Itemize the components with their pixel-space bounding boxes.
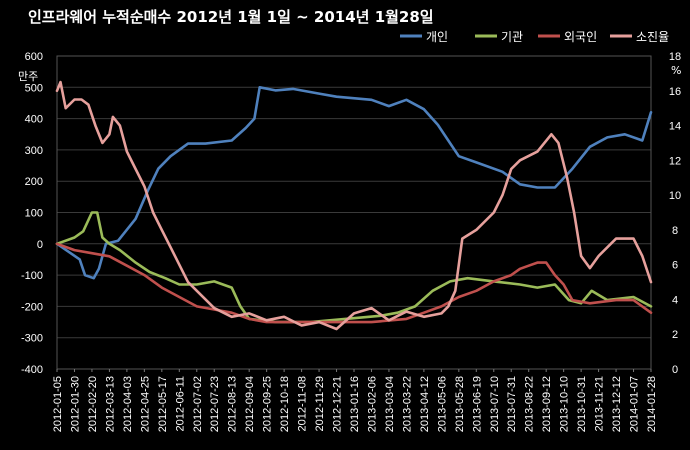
right-axis-unit: % — [671, 64, 681, 77]
x-tick-label: 2013-04-12 — [419, 376, 431, 432]
x-tick-label: 2013-07-31 — [506, 376, 518, 432]
x-tick-label: 2012-06-11 — [174, 376, 186, 431]
x-tick-label: 2012-04-03 — [122, 376, 134, 432]
x-tick-label: 2012-03-13 — [104, 376, 116, 432]
x-tick-label: 2014-01-07 — [629, 376, 641, 432]
left-tick-label: -300 — [21, 333, 43, 345]
x-tick-label: 2012-08-13 — [227, 376, 239, 432]
x-tick-label: 2013-03-04 — [384, 376, 396, 432]
x-tick-label: 2013-01-16 — [349, 376, 361, 432]
chart-title: 인프라웨어 누적순매수 2012년 1월 1일 ~ 2014년 1월28일 — [28, 8, 434, 26]
x-axis: 2012-01-05 2012-01-30 2012-02-20 2012-03-13… — [52, 369, 658, 432]
legend-label: 소진율 — [636, 30, 669, 44]
left-tick-label: 300 — [25, 145, 43, 157]
x-tick-label: 2013-10-10 — [559, 376, 571, 432]
right-tick-label: 2 — [672, 329, 678, 341]
legend-label: 기관 — [501, 30, 523, 44]
left-tick-label: -400 — [21, 364, 43, 376]
x-tick-label: 2013-06-19 — [471, 376, 483, 432]
left-tick-label: -200 — [21, 301, 43, 313]
x-tick-label: 2012-01-05 — [52, 376, 64, 432]
right-axis: 0 2 4 6 8 10 12 14 16 18 — [669, 51, 681, 376]
series-layer — [55, 80, 653, 331]
right-tick-label: 8 — [672, 225, 678, 237]
x-tick-label: 2013-02-06 — [366, 376, 378, 432]
x-tick-label: 2014-01-28 — [646, 376, 658, 432]
x-tick-label: 2012-02-20 — [87, 376, 99, 432]
x-tick-label: 2013-05-06 — [436, 376, 448, 432]
left-axis-unit: 만주 — [18, 70, 38, 83]
right-tick-label: 4 — [672, 294, 678, 306]
x-tick-label: 2012-04-25 — [139, 376, 151, 432]
x-tick-label: 2012-09-25 — [262, 376, 274, 432]
x-tick-label: 2012-01-30 — [69, 376, 81, 432]
x-tick-label: 2012-09-04 — [244, 376, 256, 432]
series-line-외국인 — [55, 242, 653, 324]
series-line-개인 — [55, 86, 653, 280]
legend: 개인 기관 외국인 소진율 — [400, 30, 669, 44]
series-line-소진율 — [55, 80, 653, 331]
x-tick-label: 2013-11-21 — [594, 376, 606, 431]
x-tick-label: 2013-05-28 — [454, 376, 466, 432]
x-tick-label: 2012-07-23 — [209, 376, 221, 432]
right-tick-label: 14 — [669, 121, 681, 133]
x-tick-label: 2013-09-12 — [541, 376, 553, 432]
left-tick-label: 0 — [37, 239, 43, 251]
x-tick-label: 2012-11-08 — [297, 376, 309, 431]
x-tick-label: 2013-12-12 — [611, 376, 623, 432]
left-tick-label: 500 — [25, 82, 43, 94]
left-tick-label: 200 — [25, 176, 43, 188]
left-tick-label: -100 — [21, 270, 43, 282]
left-tick-label: 400 — [25, 114, 43, 126]
right-tick-label: 18 — [669, 51, 681, 63]
x-tick-label: 2012-10-18 — [279, 376, 291, 432]
right-tick-label: 16 — [669, 86, 681, 98]
legend-label: 외국인 — [564, 30, 597, 44]
left-tick-label: 100 — [25, 208, 43, 220]
x-tick-label: 2012-11-29 — [314, 376, 326, 431]
gridlines — [56, 55, 652, 370]
x-tick-label: 2013-07-10 — [489, 376, 501, 432]
x-tick-label: 2012-07-02 — [192, 376, 204, 432]
left-tick-label: 600 — [25, 51, 43, 63]
x-tick-label: 2012-12-21 — [332, 376, 344, 432]
right-tick-label: 6 — [672, 260, 678, 272]
x-tick-label: 2013-08-22 — [524, 376, 536, 432]
legend-label: 개인 — [426, 30, 448, 44]
x-tick-label: 2012-05-17 — [157, 376, 169, 432]
x-tick-label: 2013-03-22 — [401, 376, 413, 432]
right-tick-label: 10 — [669, 190, 681, 202]
right-tick-label: 12 — [669, 155, 681, 167]
left-axis: -400 -300 -200 -100 0 100 200 300 400 500 600 — [21, 51, 43, 376]
right-tick-label: 0 — [672, 364, 678, 376]
x-tick-label: 2013-10-31 — [576, 376, 588, 432]
